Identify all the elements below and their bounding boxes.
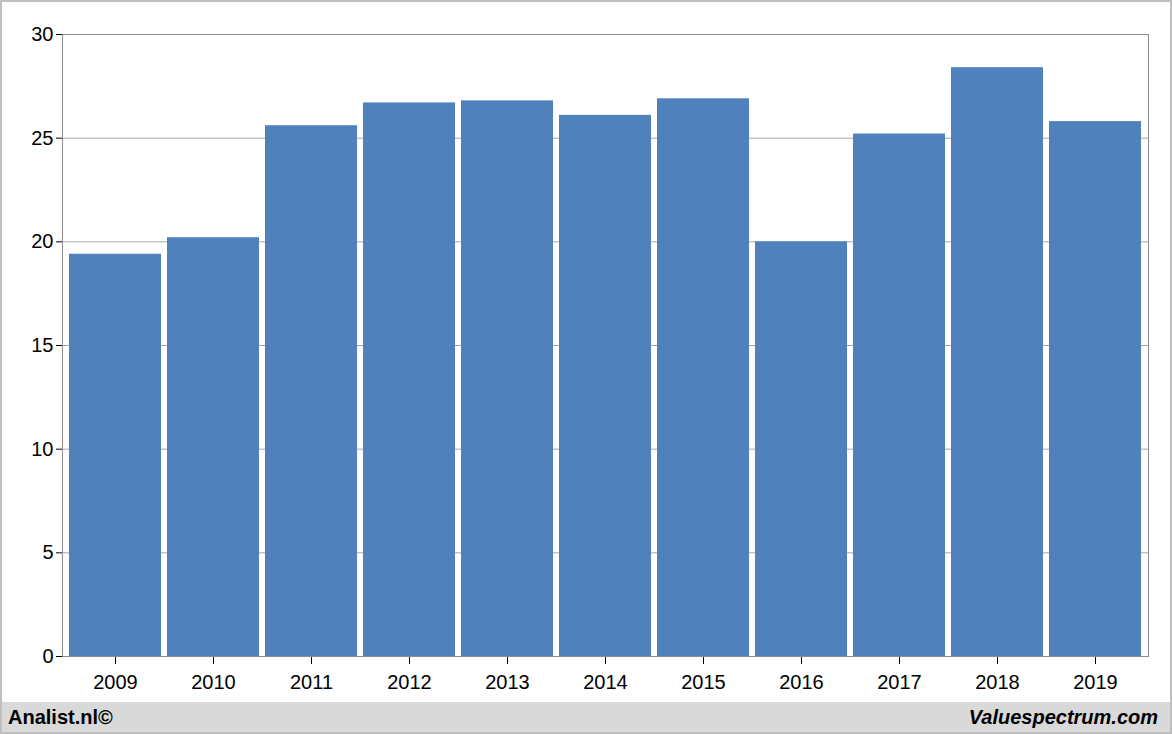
- html-text:Valuespectrum.com: Valuespectrum.com: [968, 705, 1158, 728]
- svg-text:15: 15: [31, 334, 53, 356]
- svg-text:2015: 2015: [681, 671, 726, 693]
- svg-text:2019: 2019: [1073, 671, 1118, 693]
- svg-text:2018: 2018: [975, 671, 1020, 693]
- svg-text:2011: 2011: [290, 671, 333, 693]
- svg-text:20: 20: [31, 230, 53, 252]
- svg-text:2012: 2012: [387, 671, 432, 693]
- svg-text:2016: 2016: [779, 671, 824, 693]
- svg-text:2010: 2010: [191, 671, 236, 693]
- svg-text:2009: 2009: [93, 671, 138, 693]
- svg-text:25: 25: [31, 127, 53, 149]
- svg-text:2017: 2017: [877, 671, 922, 693]
- svg-text:10: 10: [31, 438, 53, 460]
- svg-text:2014: 2014: [583, 671, 628, 693]
- svg-text:0: 0: [42, 645, 53, 667]
- svg-text:2013: 2013: [485, 671, 530, 693]
- svg-text:30: 30: [31, 23, 53, 45]
- svg-text:5: 5: [42, 541, 53, 563]
- html-text:Analist.nl©: Analist.nl©: [8, 705, 113, 728]
